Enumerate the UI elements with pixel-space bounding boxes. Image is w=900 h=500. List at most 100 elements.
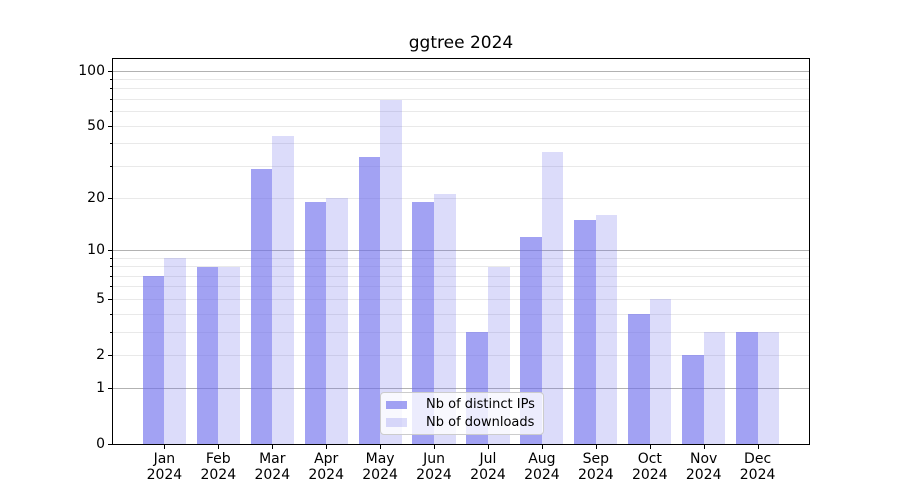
x-tick-mark [757, 445, 759, 449]
x-tick-label-may: May 2024 [349, 451, 411, 483]
x-tick-mark [380, 445, 382, 449]
y-minor-tick-mark [110, 286, 112, 288]
x-tick-label-apr: Apr 2024 [295, 451, 357, 483]
bar-distinct-ips-oct [628, 314, 650, 444]
x-tick-label-line: 2024 [524, 467, 560, 483]
gridline-minor [113, 166, 809, 167]
y-minor-tick-mark [110, 313, 112, 315]
y-tick-mark [108, 70, 112, 72]
y-tick-mark [108, 298, 112, 300]
x-tick-label-line: Jan [153, 451, 176, 467]
bar-downloads-sep [595, 215, 618, 444]
y-minor-tick-mark [110, 266, 112, 267]
y-minor-tick-mark [110, 275, 112, 277]
y-minor-tick-mark [110, 88, 112, 90]
x-tick-label-line: May [365, 451, 395, 467]
gridline-minor [113, 99, 809, 101]
bar-downloads-nov [703, 332, 726, 444]
bar-downloads-feb [218, 266, 240, 444]
x-tick-label-jul: Jul 2024 [457, 451, 519, 483]
legend-item-distinct-ips: Nb of distinct IPs [386, 396, 537, 414]
gridline-minor [113, 257, 809, 259]
x-tick-label-line: Jul [479, 451, 497, 467]
legend-label-downloads: Nb of downloads [426, 414, 535, 430]
y-minor-tick-mark [110, 143, 112, 145]
bar-downloads-mar [272, 136, 294, 444]
y-tick-label: 20 [87, 189, 105, 206]
bar-downloads-oct [649, 299, 672, 444]
legend-swatch-downloads [386, 418, 407, 427]
x-tick-mark [649, 445, 651, 449]
x-tick-label-line: 2024 [416, 467, 452, 483]
x-tick-label-line: 2024 [254, 467, 291, 483]
bar-downloads-may [380, 99, 402, 444]
x-tick-label-line: Nov [690, 451, 718, 467]
x-tick-mark [164, 445, 166, 449]
x-tick-mark [703, 445, 705, 449]
x-tick-label-line: 2024 [308, 467, 344, 483]
x-tick-label-line: 2024 [200, 467, 237, 483]
x-tick-label-line: Apr [314, 451, 339, 467]
x-tick-label-mar: Mar 2024 [241, 451, 303, 483]
y-tick-mark [108, 354, 112, 356]
x-tick-label-line: 2024 [470, 467, 506, 483]
plot-area [112, 58, 810, 445]
gridline-major [113, 387, 809, 389]
x-tick-mark [595, 445, 597, 449]
gridline-minor [113, 197, 809, 199]
x-tick-label-line: 2024 [631, 467, 668, 483]
x-tick-label-line: Aug [528, 451, 556, 467]
y-tick-label: 0 [96, 435, 105, 452]
y-tick-mark [108, 387, 112, 389]
gridline-minor [113, 111, 809, 113]
x-tick-label-dec: Dec 2024 [727, 451, 789, 483]
x-tick-label-jun: Jun 2024 [403, 451, 465, 483]
gridline-minor [113, 275, 809, 277]
legend-swatch-distinct-ips [386, 400, 407, 409]
x-tick-mark [218, 445, 220, 449]
gridline-minor [113, 286, 809, 288]
bar-distinct-ips-mar [250, 169, 273, 444]
x-tick-label-line: 2024 [685, 467, 722, 483]
x-tick-label-line: Dec [744, 451, 772, 467]
gridline-minor [113, 331, 809, 333]
bar-downloads-dec [757, 332, 780, 444]
x-tick-label-line: Mar [259, 451, 286, 467]
x-tick-mark [326, 445, 328, 449]
bar-distinct-ips-may [358, 156, 381, 444]
gridline-minor [113, 88, 809, 90]
legend: Nb of distinct IPs Nb of downloads [380, 392, 544, 435]
gridline-minor [113, 313, 809, 315]
bar-distinct-ips-apr [304, 201, 327, 444]
bar-distinct-ips-dec [736, 332, 758, 444]
legend-item-downloads: Nb of downloads [386, 414, 537, 432]
x-tick-mark [434, 445, 435, 449]
y-minor-tick-mark [110, 99, 112, 101]
x-tick-label-line: Oct [637, 451, 662, 467]
y-minor-tick-mark [110, 257, 112, 259]
gridline-major [113, 70, 809, 72]
bar-downloads-jan [164, 258, 186, 444]
gridline-minor [113, 298, 809, 300]
gridline-minor [113, 79, 809, 80]
bar-downloads-apr [326, 198, 348, 444]
gridline-minor [113, 354, 809, 356]
legend-label-distinct-ips: Nb of distinct IPs [426, 397, 535, 413]
bar-downloads-aug [541, 152, 564, 444]
y-minor-tick-mark [110, 331, 112, 333]
x-tick-label-line: Feb [205, 451, 231, 467]
plot-layer [113, 59, 809, 444]
y-tick-label: 5 [96, 290, 105, 307]
x-tick-label-jan: Jan 2024 [133, 451, 195, 483]
y-tick-label: 2 [96, 346, 105, 363]
x-tick-label-nov: Nov 2024 [673, 451, 735, 483]
bar-distinct-ips-feb [196, 266, 219, 444]
y-tick-mark [108, 197, 112, 199]
y-tick-mark [108, 249, 112, 251]
bar-distinct-ips-jun [412, 201, 434, 444]
x-tick-mark [541, 445, 543, 449]
x-tick-label-sep: Sep 2024 [565, 451, 627, 483]
x-tick-mark [272, 445, 274, 449]
y-tick-label: 1 [96, 379, 105, 396]
